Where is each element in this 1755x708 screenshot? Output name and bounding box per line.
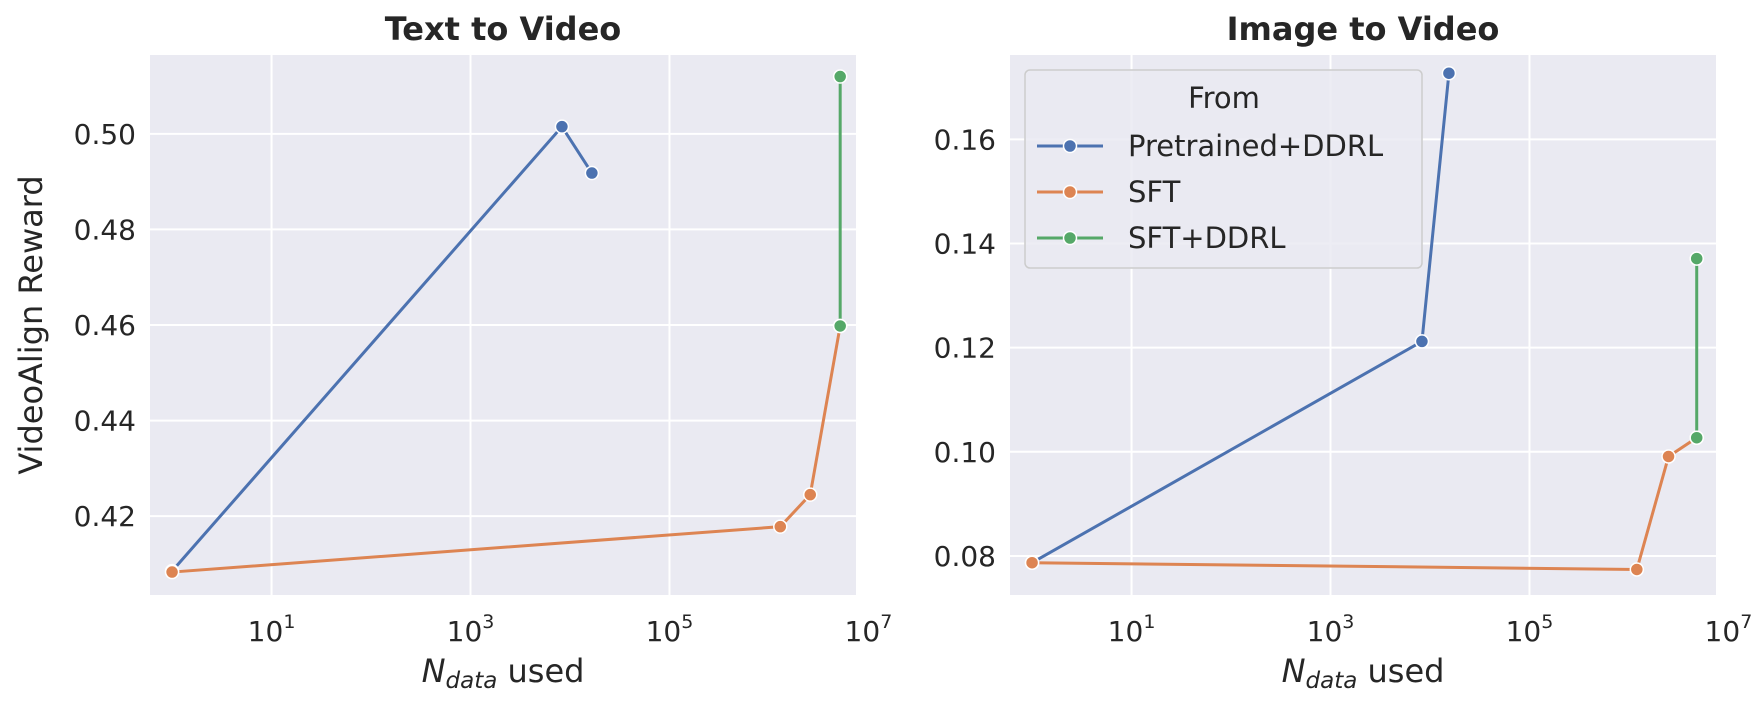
legend-entry: SFT: [1037, 175, 1181, 209]
legend-marker-icon: [1062, 138, 1078, 154]
y-axis-label: VideoAlign Reward: [12, 175, 50, 474]
data-point: [554, 119, 570, 134]
x-tick-label: 107: [845, 611, 893, 648]
x-tick-label: 103: [1307, 611, 1355, 648]
x-tick-label: 101: [248, 611, 296, 648]
data-point: [1629, 562, 1645, 577]
x-axis-label: Ndata used: [1282, 652, 1445, 694]
data-point: [1661, 449, 1676, 464]
y-tick-label: 0.08: [934, 540, 996, 573]
data-point: [832, 69, 848, 84]
y-axis-ticks: 0.42 0.44 0.46 0.48 0.50: [74, 118, 136, 533]
x-axis-label-sub: data: [1306, 668, 1358, 694]
legend: From Pretrained+DDRL SFT SFT+DDRL: [1024, 69, 1423, 269]
data-point: [164, 564, 180, 580]
series-line-sft: [171, 325, 842, 574]
x-tick-label: 105: [1506, 611, 1554, 648]
x-axis-label-main: N: [422, 652, 446, 690]
chart-title: Text to Video: [385, 10, 622, 48]
x-axis-label-sub: data: [446, 668, 498, 694]
data-series: [1024, 65, 1704, 577]
y-tick-label: 0.16: [934, 123, 996, 156]
x-axis-label-main: N: [1282, 652, 1306, 690]
legend-entry: Pretrained+DDRL: [1037, 129, 1383, 163]
y-tick-label: 0.10: [934, 436, 996, 469]
x-axis-label: Ndata used: [422, 652, 585, 694]
data-point: [1024, 555, 1040, 570]
y-tick-label: 0.50: [74, 118, 136, 151]
y-tick-label: 0.42: [74, 500, 136, 533]
x-axis-ticks: 101 103 105 107: [1108, 611, 1753, 648]
legend-label: Pretrained+DDRL: [1128, 129, 1383, 163]
legend-marker-icon: [1062, 230, 1078, 246]
series-line-sft: [1032, 436, 1698, 571]
legend-entry: SFT+DDRL: [1037, 221, 1286, 255]
data-point: [1441, 65, 1457, 81]
x-tick-label: 103: [447, 611, 495, 648]
data-point: [802, 487, 818, 502]
subplot-image-to-video: Image to Video 101 103 105 107 0.08 0.10 0.12…: [934, 10, 1753, 694]
x-axis-ticks: 101 103 105 107: [248, 611, 893, 648]
x-tick-label: 101: [1108, 611, 1156, 648]
data-point: [584, 165, 600, 181]
data-point: [773, 519, 788, 534]
legend-marker-icon: [1062, 184, 1078, 200]
x-axis-label-rest: used: [497, 652, 584, 690]
data-point: [1414, 334, 1430, 349]
legend-label: SFT+DDRL: [1128, 221, 1286, 255]
data-series: [164, 69, 848, 580]
y-tick-label: 0.12: [934, 332, 996, 365]
legend-box: [1024, 69, 1423, 269]
x-tick-label: 107: [1705, 611, 1753, 648]
gridlines: [150, 55, 870, 595]
x-axis-label-rest: used: [1357, 652, 1444, 690]
y-tick-label: 0.48: [74, 213, 136, 246]
legend-entries: Pretrained+DDRL SFT SFT+DDRL: [1037, 129, 1383, 255]
legend-label: SFT: [1128, 175, 1181, 209]
y-tick-label: 0.44: [74, 405, 136, 438]
data-point: [832, 318, 848, 334]
y-tick-label: 0.46: [74, 309, 136, 342]
x-tick-label: 105: [646, 611, 694, 648]
subplot-text-to-video: Text to Video 101 103 105 107 0.420.440.460…: [12, 10, 892, 694]
y-tick-label: 0.14: [934, 228, 996, 261]
legend-title: From: [1188, 81, 1260, 115]
chart-title: Image to Video: [1227, 10, 1500, 48]
data-point: [1689, 430, 1704, 445]
y-axis-ticks: 0.08 0.10 0.12 0.14 0.16: [934, 123, 996, 573]
data-point: [1689, 251, 1704, 266]
